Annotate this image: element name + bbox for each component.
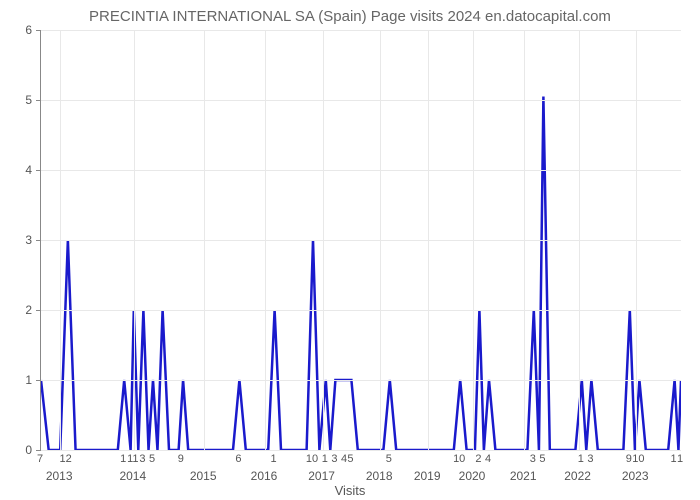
gridline-v <box>636 30 637 450</box>
x-axis-title: Visits <box>0 483 700 498</box>
x-tick-label: 1 <box>671 453 677 465</box>
y-tick-label: 5 <box>25 93 32 107</box>
y-tick-label: 2 <box>25 303 32 317</box>
x-tick-label: 1 <box>322 453 328 465</box>
x-year-label: 2020 <box>459 469 486 483</box>
gridline-h <box>41 380 681 381</box>
x-year-label: 2022 <box>564 469 591 483</box>
y-tick-label: 6 <box>25 23 32 37</box>
gridline-v <box>473 30 474 450</box>
chart-title: PRECINTIA INTERNATIONAL SA (Spain) Page … <box>0 8 700 25</box>
x-year-label: 2021 <box>510 469 537 483</box>
x-tick-label: 5 <box>539 453 545 465</box>
x-tick-label: 1 <box>271 453 277 465</box>
gridline-v <box>428 30 429 450</box>
visits-chart: PRECINTIA INTERNATIONAL SA (Spain) Page … <box>0 0 700 500</box>
gridline-v <box>323 30 324 450</box>
y-tick-label: 3 <box>25 233 32 247</box>
x-tick-label: 2 <box>475 453 481 465</box>
x-tick-label: 10 <box>632 453 644 465</box>
y-tick-label: 0 <box>25 443 32 457</box>
x-tick-label: 3 <box>331 453 337 465</box>
x-year-label: 2014 <box>119 469 146 483</box>
x-year-label: 2017 <box>308 469 335 483</box>
x-year-label: 2019 <box>414 469 441 483</box>
x-tick-label: 3 <box>139 453 145 465</box>
gridline-v <box>204 30 205 450</box>
gridline-h <box>41 310 681 311</box>
x-tick-label: 1 <box>120 453 126 465</box>
gridline-h <box>41 30 681 31</box>
x-tick-label: 10 <box>306 453 318 465</box>
x-tick-label: 10 <box>453 453 465 465</box>
gridline-h <box>41 170 681 171</box>
x-year-label: 2018 <box>366 469 393 483</box>
x-tick-label: 6 <box>235 453 241 465</box>
y-tick-label: 1 <box>25 373 32 387</box>
x-tick-label: 4 <box>341 453 347 465</box>
gridline-h <box>41 240 681 241</box>
x-year-label: 2023 <box>622 469 649 483</box>
plot-area <box>40 30 681 451</box>
gridline-v <box>579 30 580 450</box>
x-tick-label: 7 <box>37 453 43 465</box>
gridline-v <box>134 30 135 450</box>
gridline-h <box>41 450 681 451</box>
x-year-label: 2015 <box>190 469 217 483</box>
x-tick-label: 12 <box>59 453 71 465</box>
x-tick-label: 5 <box>347 453 353 465</box>
x-tick-label: 5 <box>386 453 392 465</box>
x-tick-label: 3 <box>587 453 593 465</box>
gridline-v <box>380 30 381 450</box>
x-tick-label: 3 <box>530 453 536 465</box>
gridline-v <box>265 30 266 450</box>
x-year-label: 2013 <box>46 469 73 483</box>
x-tick-label: 9 <box>178 453 184 465</box>
x-tick-label: 5 <box>149 453 155 465</box>
gridline-v <box>524 30 525 450</box>
x-tick-label: 1 <box>578 453 584 465</box>
x-year-label: 2016 <box>251 469 278 483</box>
x-tick-label: 1 <box>677 453 683 465</box>
y-axis-ticks: 0123456 <box>0 30 40 450</box>
x-tick-label: 4 <box>485 453 491 465</box>
visits-line <box>41 97 681 451</box>
x-tick-label: 9 <box>626 453 632 465</box>
y-tick-label: 4 <box>25 163 32 177</box>
gridline-v <box>60 30 61 450</box>
gridline-h <box>41 100 681 101</box>
x-tick-label: 11 <box>127 453 138 465</box>
